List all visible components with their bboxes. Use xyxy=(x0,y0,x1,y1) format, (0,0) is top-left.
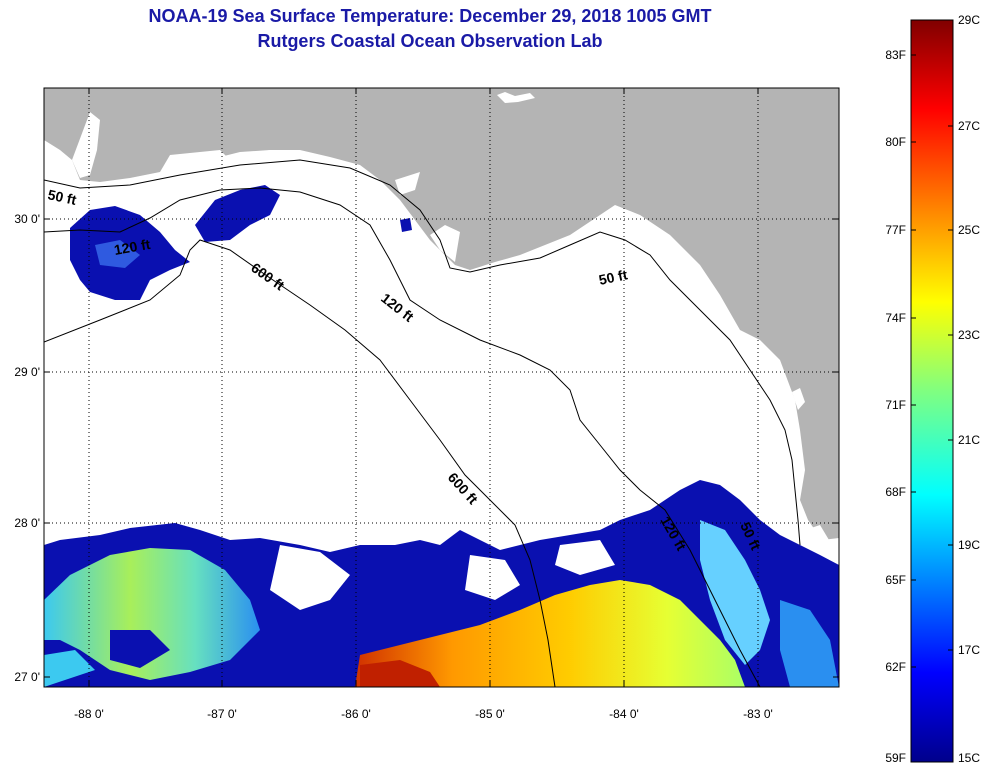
colorbar-c-label: 17C xyxy=(958,643,980,657)
lon-label: -88 0' xyxy=(74,707,104,721)
sst-patch-cyan xyxy=(700,520,770,665)
pensacola-bay xyxy=(160,150,230,172)
graticule xyxy=(44,88,839,687)
colorbar-f-label: 77F xyxy=(885,223,906,237)
contour-label-120ft-west: 120 ft xyxy=(113,236,152,258)
colorbar-f-label: 71F xyxy=(885,398,906,412)
contour-label-50ft-west: 50 ft xyxy=(46,186,78,208)
lon-label: -87 0' xyxy=(207,707,237,721)
map-subtitle: Rutgers Coastal Ocean Observation Lab xyxy=(257,31,603,51)
lon-label: -83 0' xyxy=(743,707,773,721)
lon-label: -85 0' xyxy=(475,707,505,721)
land-mass xyxy=(44,88,839,540)
cloud-gap xyxy=(270,545,350,610)
sst-swath-west xyxy=(44,548,260,680)
cloud-gap xyxy=(555,540,615,575)
sst-patch-west-edge xyxy=(44,650,95,687)
tampa-bay xyxy=(805,525,832,548)
colorbar-f-label: 65F xyxy=(885,573,906,587)
colorbar-f-label: 68F xyxy=(885,485,906,499)
lon-label: -84 0' xyxy=(609,707,639,721)
colorbar-c-label: 21C xyxy=(958,433,980,447)
mobile-bay xyxy=(72,112,100,178)
colorbar-f-label: 62F xyxy=(885,660,906,674)
colorbar-c-label: 19C xyxy=(958,538,980,552)
colorbar-c-label: 29C xyxy=(958,13,980,27)
lat-label: 28 0' xyxy=(14,516,40,530)
bathymetry-contours xyxy=(44,159,801,687)
contour-label-50ft-east: 50 ft xyxy=(597,266,629,288)
colorbar-f-label: 80F xyxy=(885,135,906,149)
colorbar-c-label: 27C xyxy=(958,119,980,133)
colorbar-f-label: 83F xyxy=(885,48,906,62)
colorbar-c-label: 25C xyxy=(958,223,980,237)
map-frame xyxy=(43,87,840,688)
lat-label: 29 0' xyxy=(14,365,40,379)
colorbar-f-label: 59F xyxy=(885,751,906,765)
inland-lake xyxy=(497,92,535,103)
sst-patch-southeast xyxy=(780,600,839,687)
lon-label: -86 0' xyxy=(341,707,371,721)
sst-patch-cold-eddy xyxy=(110,630,170,668)
choctawhatchee-bay xyxy=(230,150,300,162)
st-andrews-bay xyxy=(395,172,420,195)
sst-patch-small-cold xyxy=(400,218,412,232)
axis-ticks xyxy=(44,88,839,687)
sst-warmest-patch xyxy=(360,660,440,687)
sst-patch-west-mid xyxy=(95,240,140,268)
sst-patch-panhandle-cold xyxy=(195,185,280,242)
colorbar-c-label: 23C xyxy=(958,328,980,342)
colorbar xyxy=(910,19,954,763)
colorbar-c-label: 15C xyxy=(958,751,980,765)
lat-label: 30 0' xyxy=(14,212,40,226)
colorbar-f-label: 74F xyxy=(885,311,906,325)
cedar-key-inlet xyxy=(792,388,805,410)
sst-swath-warm xyxy=(355,580,745,687)
mississippi-sound xyxy=(44,150,72,178)
map-title: NOAA-19 Sea Surface Temperature: Decembe… xyxy=(148,6,712,26)
cloud-gap xyxy=(465,555,520,600)
lat-label: 27 0' xyxy=(14,670,40,684)
colorbar-ticks xyxy=(911,19,953,668)
apalachicola-bay xyxy=(430,225,460,262)
